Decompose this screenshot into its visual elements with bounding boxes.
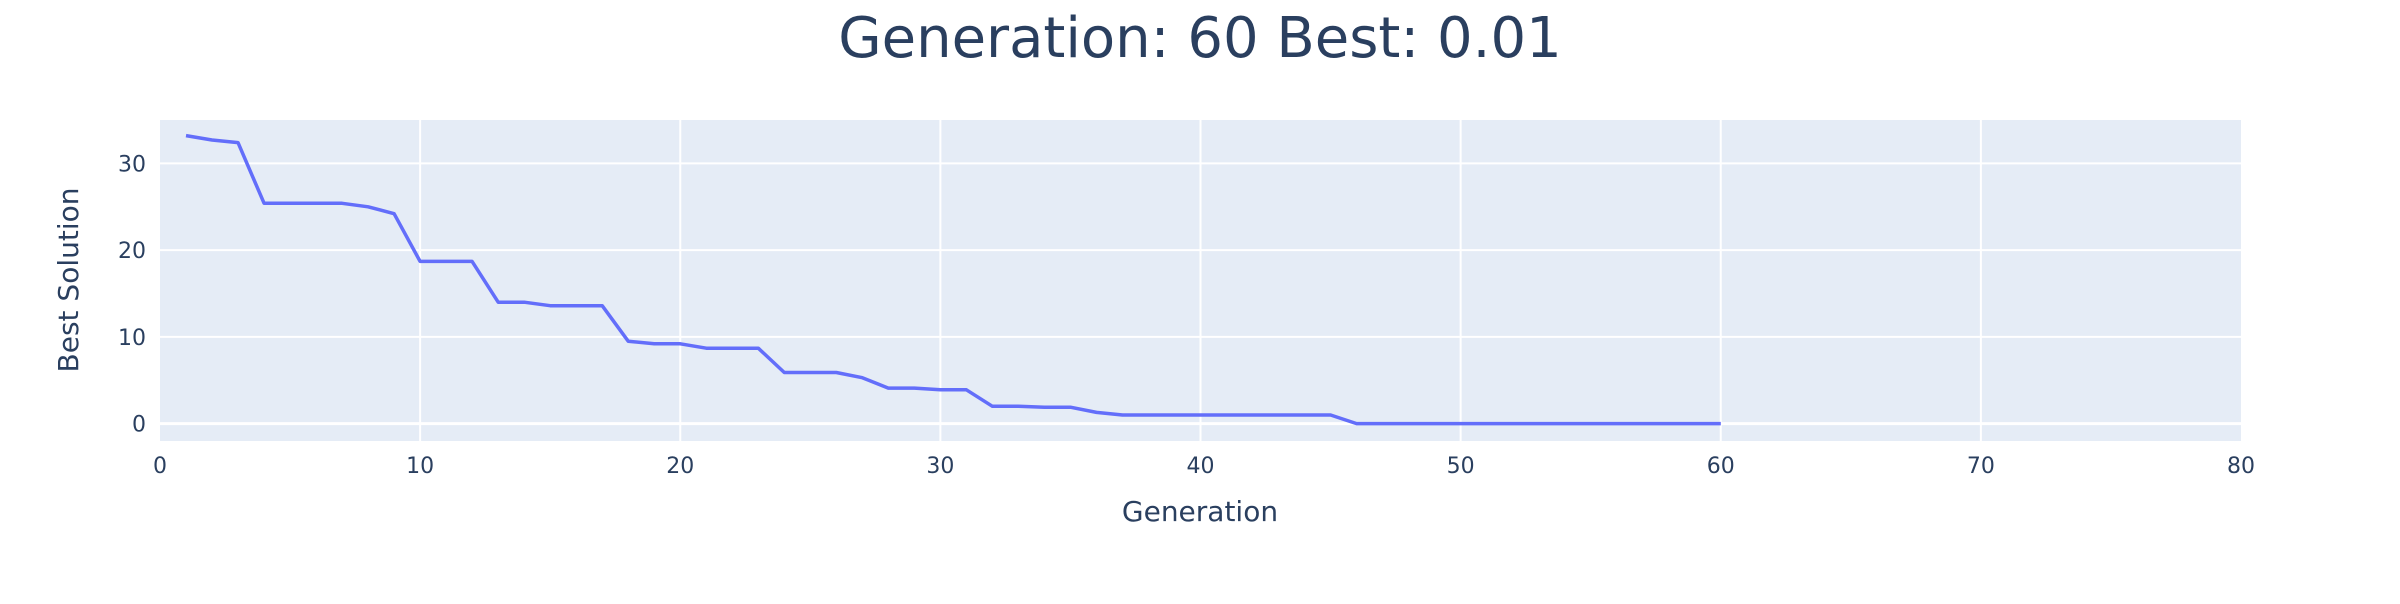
x-tick-label: 80 <box>2227 454 2255 479</box>
chart-title: Generation: 60 Best: 0.01 <box>838 6 1562 71</box>
y-axis-ticks: 0 10 20 30 <box>118 152 146 437</box>
x-tick-label: 0 <box>153 454 167 479</box>
x-axis-ticks: 0 10 20 30 40 50 60 70 80 <box>153 454 2255 479</box>
x-tick-label: 70 <box>1967 454 1995 479</box>
y-axis-label: Best Solution <box>52 188 85 373</box>
y-tick-label: 0 <box>132 413 146 438</box>
x-tick-label: 30 <box>926 454 954 479</box>
x-axis-label: Generation <box>1122 495 1278 528</box>
x-tick-label: 60 <box>1707 454 1735 479</box>
grid-lines <box>160 120 2241 441</box>
y-tick-label: 10 <box>118 326 146 351</box>
y-tick-label: 30 <box>118 152 146 177</box>
y-tick-label: 20 <box>118 239 146 264</box>
series-line <box>185 133 1721 426</box>
x-tick-label: 50 <box>1447 454 1475 479</box>
x-tick-label: 40 <box>1187 454 1215 479</box>
x-tick-label: 20 <box>666 454 694 479</box>
x-tick-label: 10 <box>406 454 434 479</box>
